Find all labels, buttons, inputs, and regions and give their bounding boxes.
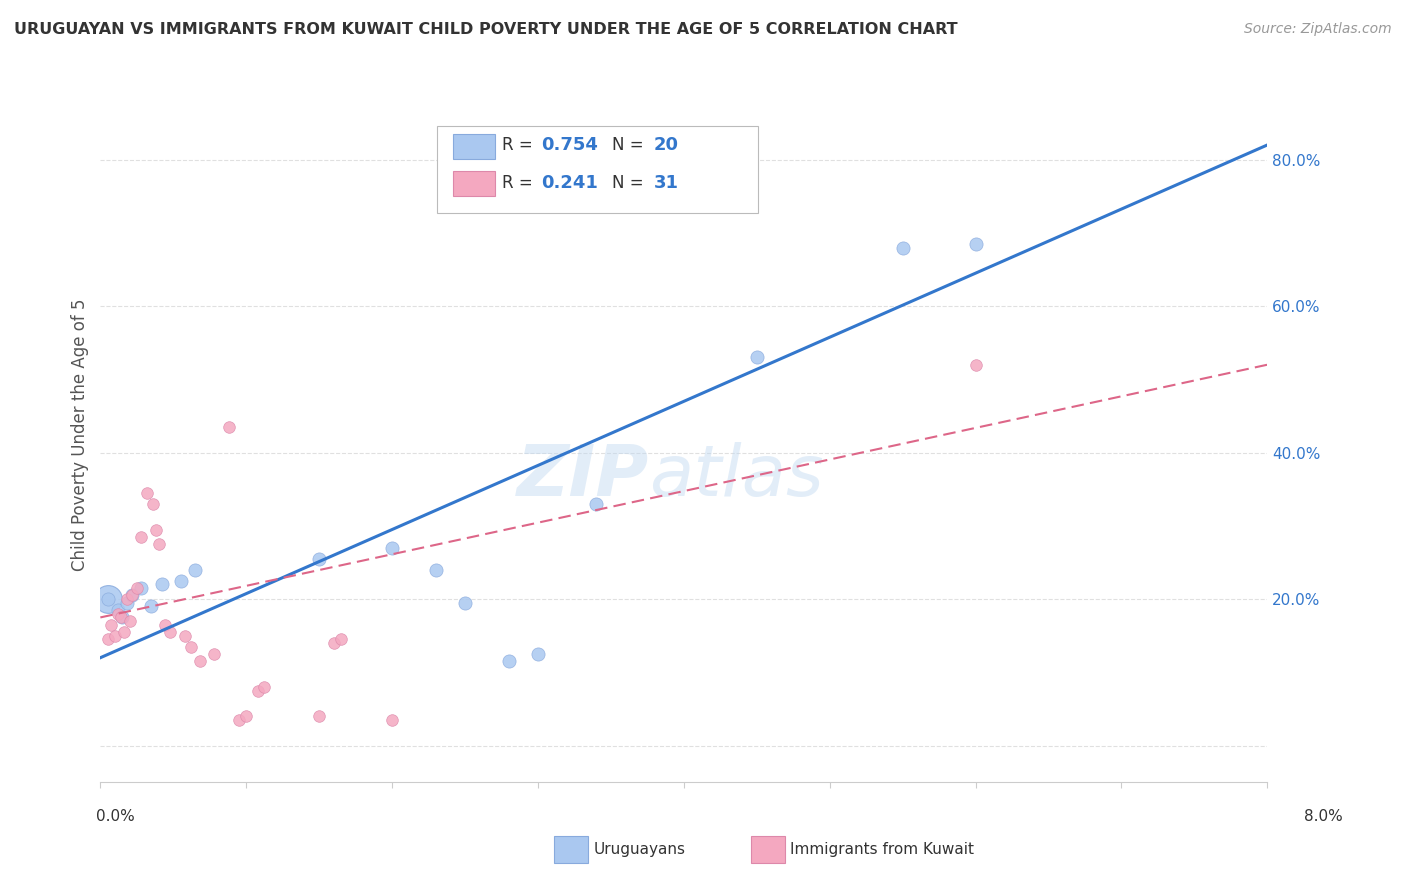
Point xyxy=(115,592,138,607)
Point xyxy=(104,629,127,643)
Text: ZIP: ZIP xyxy=(516,442,648,510)
Point xyxy=(174,629,197,643)
Point xyxy=(891,240,914,254)
Point xyxy=(142,497,165,511)
Point xyxy=(965,358,987,372)
Point xyxy=(112,625,135,640)
Text: N =: N = xyxy=(612,174,648,192)
Point xyxy=(965,236,987,251)
Text: Source: ZipAtlas.com: Source: ZipAtlas.com xyxy=(1244,22,1392,37)
Point xyxy=(425,563,447,577)
Point xyxy=(218,420,240,434)
Point xyxy=(150,577,173,591)
Point xyxy=(148,537,170,551)
Point xyxy=(235,709,257,723)
Text: R =: R = xyxy=(502,174,538,192)
Text: 31: 31 xyxy=(654,174,679,192)
Point xyxy=(97,592,120,607)
Point xyxy=(169,574,191,588)
Point xyxy=(121,589,143,603)
Point xyxy=(308,551,330,566)
Point xyxy=(136,486,159,500)
Text: URUGUAYAN VS IMMIGRANTS FROM KUWAIT CHILD POVERTY UNDER THE AGE OF 5 CORRELATION: URUGUAYAN VS IMMIGRANTS FROM KUWAIT CHIL… xyxy=(14,22,957,37)
Point xyxy=(454,596,477,610)
Text: 0.754: 0.754 xyxy=(541,136,598,154)
Point xyxy=(202,647,225,661)
Text: 0.0%: 0.0% xyxy=(96,809,135,823)
Point xyxy=(107,607,129,621)
Y-axis label: Child Poverty Under the Age of 5: Child Poverty Under the Age of 5 xyxy=(72,298,89,571)
Text: R =: R = xyxy=(502,136,538,154)
Point xyxy=(111,610,134,624)
Point xyxy=(153,617,176,632)
Text: atlas: atlas xyxy=(648,442,824,510)
Text: 8.0%: 8.0% xyxy=(1303,809,1343,823)
Point xyxy=(527,647,550,661)
Text: 0.241: 0.241 xyxy=(541,174,598,192)
Point xyxy=(322,636,344,650)
Point xyxy=(141,599,163,614)
Text: Uruguayans: Uruguayans xyxy=(593,842,685,856)
Point xyxy=(180,640,202,654)
Point xyxy=(159,625,181,640)
Point xyxy=(498,654,520,668)
Point xyxy=(253,680,276,694)
Point xyxy=(188,654,211,668)
Text: 20: 20 xyxy=(654,136,679,154)
Point xyxy=(129,530,152,544)
Point xyxy=(381,713,404,727)
Point xyxy=(246,683,269,698)
Point xyxy=(585,497,607,511)
Point xyxy=(745,351,768,365)
Point xyxy=(129,581,152,595)
Point xyxy=(100,617,122,632)
Text: Immigrants from Kuwait: Immigrants from Kuwait xyxy=(790,842,974,856)
Point xyxy=(97,592,120,607)
Point xyxy=(118,614,141,628)
Point xyxy=(145,523,167,537)
Point xyxy=(121,589,143,603)
Point xyxy=(125,581,148,595)
Point xyxy=(110,610,132,624)
Text: N =: N = xyxy=(612,136,648,154)
Point xyxy=(228,713,250,727)
Point xyxy=(107,603,129,617)
Point xyxy=(115,596,138,610)
Point xyxy=(381,541,404,555)
Point xyxy=(184,563,207,577)
Point xyxy=(308,709,330,723)
Point xyxy=(330,632,353,647)
Point xyxy=(97,632,120,647)
